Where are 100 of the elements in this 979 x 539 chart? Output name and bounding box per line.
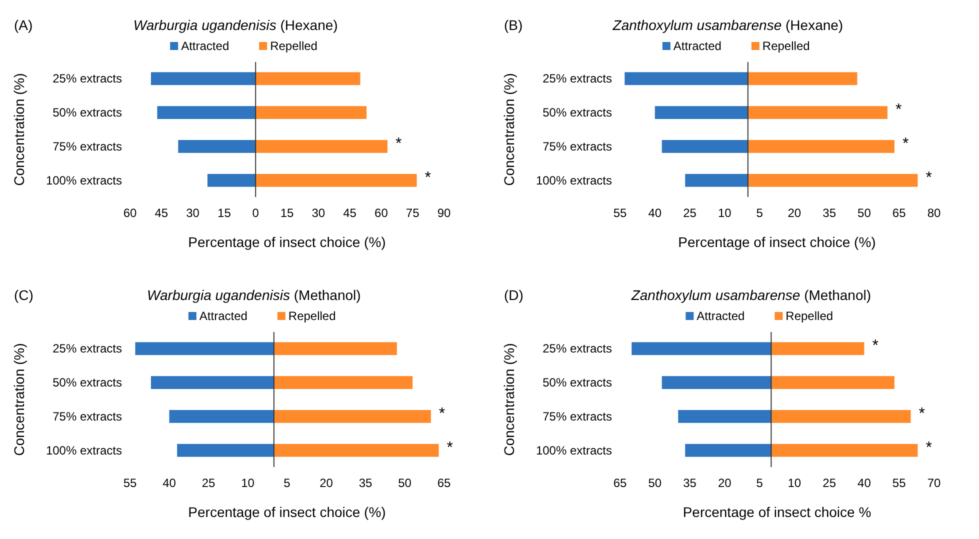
bar	[748, 140, 894, 153]
x-tick-label: 5	[284, 476, 291, 490]
x-tick-label: 80	[927, 206, 941, 220]
annotation: *	[872, 338, 878, 355]
bar	[135, 342, 274, 356]
x-tick-label: 20	[718, 476, 732, 490]
annotation: *	[446, 439, 453, 456]
x-tick-label: 0	[252, 206, 260, 220]
x-tick-label: 50	[398, 476, 412, 490]
y-tick-label: 100% extracts	[46, 443, 122, 458]
x-tick-label: 50	[858, 206, 872, 220]
y-tick-label: 75% extracts	[52, 139, 122, 154]
bar	[748, 106, 888, 119]
x-tick-label: 25	[822, 476, 836, 490]
bar	[632, 342, 772, 356]
text: (C)	[14, 287, 34, 303]
bar	[274, 376, 413, 389]
bar	[274, 444, 439, 457]
y-axis-title: Concentration (%)	[501, 73, 517, 186]
bar	[662, 140, 748, 153]
x-tick-label: 55	[613, 206, 627, 220]
annotation: *	[438, 405, 446, 422]
x-tick-label: 10	[788, 476, 802, 490]
bar	[624, 72, 748, 86]
legend-label: Attracted	[673, 39, 722, 53]
x-tick-label: 15	[280, 206, 294, 220]
y-axis-title: Concentration (%)	[11, 73, 27, 186]
legend-label: Repelled	[270, 39, 318, 53]
x-tick-label: 20	[320, 476, 334, 490]
x-tick-label: 20	[788, 206, 802, 220]
x-tick-label: 15	[218, 206, 232, 220]
x-tick-label: 65	[613, 476, 627, 490]
bar	[771, 342, 864, 356]
x-tick-label: 55	[892, 476, 906, 490]
bar	[685, 444, 772, 457]
text: (A)	[14, 17, 33, 33]
bar	[771, 376, 894, 389]
x-tick-label: 55	[123, 476, 137, 490]
legend-label: Repelled	[762, 39, 810, 53]
y-tick-label: 75% extracts	[542, 409, 612, 424]
bar	[256, 72, 360, 86]
bar	[150, 72, 256, 86]
legend-label: Attracted	[199, 309, 248, 323]
bar	[274, 410, 431, 423]
chart-title: Zanthoxylum usambarense (Methanol)	[630, 287, 872, 303]
x-tick-label: 60	[374, 206, 388, 220]
y-tick-label: 50% extracts	[542, 106, 612, 120]
y-axis-title: Concentration (%)	[11, 343, 27, 456]
bar	[654, 106, 748, 119]
annotation: *	[395, 135, 402, 152]
y-tick-label: 25% extracts	[52, 72, 122, 86]
bar	[274, 342, 397, 356]
annotation: *	[918, 405, 925, 422]
x-tick-label: 35	[683, 476, 697, 490]
bar	[157, 106, 256, 119]
x-tick-label: 10	[718, 206, 732, 220]
legend-label: Repelled	[786, 309, 834, 323]
bar	[150, 376, 274, 389]
bar	[685, 174, 748, 187]
y-tick-label: 100% extracts	[536, 173, 612, 188]
bar	[748, 72, 858, 86]
x-tick-label: 10	[241, 476, 255, 490]
x-tick-label: 35	[358, 476, 372, 490]
y-tick-label: 25% extracts	[52, 342, 122, 356]
x-axis-title: Percentage of insect choice %	[682, 504, 872, 520]
chart-title: Warburgia ugandenisis (Hexane)	[133, 17, 338, 33]
bar	[178, 140, 256, 153]
y-tick-label: 75% extracts	[542, 139, 612, 154]
x-tick-label: 75	[406, 206, 420, 220]
annotation: *	[926, 439, 932, 456]
y-tick-label: 100% extracts	[46, 173, 122, 188]
y-axis-title: Concentration (%)	[501, 343, 517, 456]
bar	[256, 174, 417, 187]
annotation: *	[895, 102, 902, 119]
text: (B)	[504, 17, 523, 33]
text: (D)	[504, 287, 524, 303]
bar	[771, 410, 911, 423]
x-axis-title: Percentage of insect choice (%)	[188, 234, 386, 250]
x-tick-label: 45	[154, 206, 168, 220]
bar	[748, 174, 918, 187]
y-tick-label: 50% extracts	[542, 376, 612, 390]
chart-title: Zanthoxylum usambarense (Hexane)	[612, 17, 844, 33]
legend-label: Attracted	[181, 39, 230, 53]
x-tick-label: 45	[343, 206, 357, 220]
x-tick-label: 40	[648, 206, 662, 220]
bar	[662, 376, 772, 389]
chart-title: Warburgia ugandenisis (Methanol)	[147, 287, 361, 303]
bar	[678, 410, 772, 423]
annotation: *	[424, 169, 432, 186]
legend-label: Repelled	[288, 309, 336, 323]
y-tick-label: 50% extracts	[52, 376, 122, 390]
x-tick-label: 5	[756, 476, 764, 490]
x-tick-label: 50	[648, 476, 662, 490]
x-tick-label: 40	[162, 476, 176, 490]
bar	[256, 140, 388, 153]
x-tick-label: 60	[123, 206, 137, 220]
y-tick-label: 25% extracts	[542, 72, 612, 86]
x-tick-label: 35	[822, 206, 836, 220]
bar	[771, 444, 918, 457]
bar	[169, 410, 274, 423]
